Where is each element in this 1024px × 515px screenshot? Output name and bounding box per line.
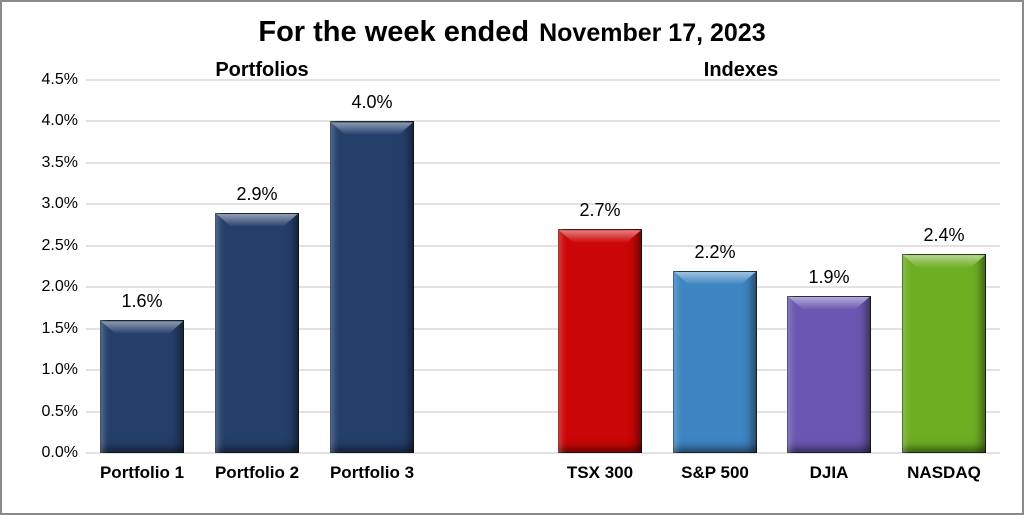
data-label-s-p-500: 2.2%	[694, 241, 736, 262]
y-tick-label: 4.5%	[41, 71, 78, 88]
bar-portfolio-3	[330, 121, 414, 453]
gridline	[86, 410, 1000, 413]
data-label-portfolio-2: 2.9%	[236, 183, 278, 204]
bar-bevel-top	[559, 230, 641, 243]
bar-s-p-500	[673, 270, 757, 453]
bar-bevel-top	[101, 321, 183, 334]
data-label-tsx-300: 2.7%	[579, 200, 621, 221]
gridline	[86, 203, 1000, 206]
bar-bevel-top	[788, 297, 870, 310]
chart-title-main: For the week ended	[258, 16, 530, 48]
bar-bevel-top	[216, 214, 298, 227]
section-label-indexes: Indexes	[703, 59, 779, 81]
bar-tsx-300	[558, 229, 642, 453]
gridline	[86, 286, 1000, 289]
bar-bevel-top	[903, 255, 985, 268]
y-tick-label: 4.0%	[41, 112, 78, 130]
gridline	[86, 161, 1000, 164]
bar-bevel-shading	[558, 229, 642, 453]
y-tick-label: 0.0%	[41, 444, 78, 461]
gridline	[86, 327, 1000, 330]
category-label-portfolio-3: Portfolio 3	[329, 463, 415, 482]
category-label-tsx-300: TSX 300	[566, 463, 634, 482]
gridline	[86, 369, 1000, 372]
bar-bevel-shading	[673, 271, 757, 453]
gridline	[86, 79, 1000, 81]
y-tick-label: 1.0%	[41, 361, 78, 379]
gridline	[86, 120, 1000, 123]
y-tick-label: 3.5%	[41, 153, 78, 171]
section-label-portfolios: Portfolios	[215, 59, 309, 81]
bar-bevel-shading	[330, 121, 414, 453]
bar-djia	[787, 295, 871, 453]
category-label-portfolio-2: Portfolio 2	[214, 463, 300, 482]
chart-title-date: November 17, 2023	[539, 19, 766, 47]
bar-bevel-shading	[215, 213, 299, 453]
bar-bevel-top	[674, 272, 756, 285]
bar-nasdaq	[902, 254, 986, 453]
bar-bevel-shading	[100, 320, 184, 453]
chart-title: For the week ended November 17, 2023	[0, 16, 1024, 49]
category-label-djia: DJIA	[809, 463, 849, 482]
y-tick-label: 3.0%	[41, 195, 78, 213]
category-label-nasdaq: NASDAQ	[907, 463, 981, 482]
gridline	[86, 244, 1000, 247]
bar-bevel-top	[331, 122, 413, 135]
bar-portfolio-2	[215, 212, 299, 453]
category-label-portfolio-1: Portfolio 1	[99, 463, 185, 482]
y-tick-label: 2.5%	[41, 236, 78, 254]
data-label-djia: 1.9%	[808, 266, 850, 287]
bar-portfolio-1	[100, 320, 184, 453]
y-tick-label: 1.5%	[41, 319, 78, 337]
category-label-s-p-500: S&P 500	[681, 463, 749, 482]
data-label-nasdaq: 2.4%	[923, 225, 965, 246]
y-tick-label: 2.0%	[41, 278, 78, 296]
y-tick-label: 0.5%	[41, 402, 78, 420]
data-label-portfolio-3: 4.0%	[351, 92, 393, 113]
gridline	[86, 452, 1000, 454]
bar-bevel-shading	[902, 254, 986, 453]
data-label-portfolio-1: 1.6%	[121, 291, 163, 312]
bar-bevel-shading	[787, 296, 871, 453]
